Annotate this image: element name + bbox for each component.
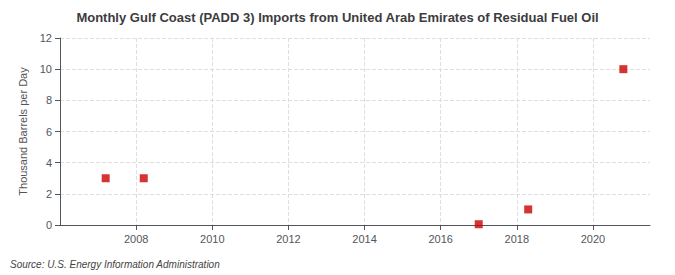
- svg-text:2016: 2016: [428, 233, 452, 245]
- svg-text:4: 4: [46, 157, 52, 169]
- svg-text:12: 12: [40, 32, 52, 44]
- svg-text:2014: 2014: [352, 233, 376, 245]
- svg-text:2012: 2012: [276, 233, 300, 245]
- svg-text:2020: 2020: [581, 233, 605, 245]
- svg-text:Monthly Gulf Coast (PADD 3) Im: Monthly Gulf Coast (PADD 3) Imports from…: [76, 10, 598, 25]
- svg-text:0: 0: [46, 219, 52, 231]
- svg-text:6: 6: [46, 126, 52, 138]
- svg-text:10: 10: [40, 63, 52, 75]
- svg-text:2010: 2010: [200, 233, 224, 245]
- svg-text:Source: U.S. Energy Informatio: Source: U.S. Energy Information Administ…: [10, 259, 220, 270]
- svg-text:2018: 2018: [505, 233, 529, 245]
- svg-text:Thousand Barrels per Day: Thousand Barrels per Day: [17, 67, 29, 196]
- svg-text:2: 2: [46, 188, 52, 200]
- svg-text:8: 8: [46, 94, 52, 106]
- svg-text:2008: 2008: [124, 233, 148, 245]
